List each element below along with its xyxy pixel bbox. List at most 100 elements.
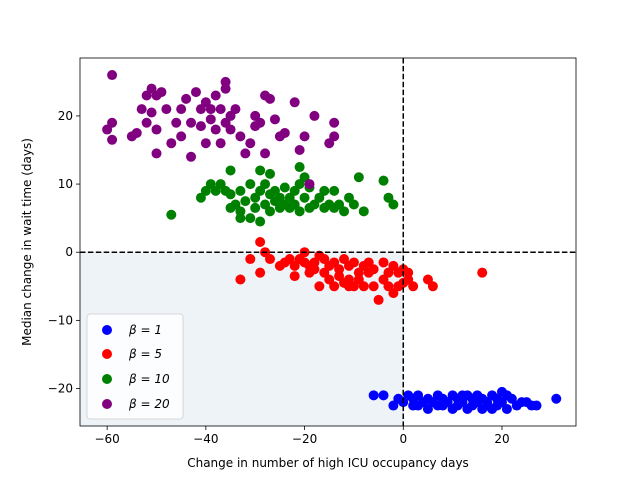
y-axis-label: Median change in wait time (days) — [20, 138, 34, 346]
point-b20-56 — [329, 117, 340, 128]
point-b10-36 — [299, 192, 310, 203]
point-b10-20 — [260, 179, 271, 190]
point-b5-36 — [358, 281, 369, 292]
x-tick-label: −40 — [193, 432, 218, 446]
x-tick-label: 0 — [399, 432, 407, 446]
point-b20-25 — [195, 121, 206, 132]
point-b20-44 — [255, 117, 266, 128]
point-b10-56 — [235, 213, 246, 224]
point-b5-42 — [378, 257, 389, 268]
legend-label-beta-10: β = 10 — [128, 372, 170, 386]
point-b10-48 — [339, 206, 350, 217]
x-axis-ticks: −60 −40 −20 0 20 — [94, 426, 510, 446]
point-b20-39 — [235, 131, 246, 142]
point-b10-45 — [329, 185, 340, 196]
point-b10-13 — [245, 213, 256, 224]
point-b5-18 — [314, 281, 325, 292]
point-b5-10 — [289, 271, 300, 282]
point-b5-39 — [368, 264, 379, 275]
y-tick-label: 20 — [58, 109, 73, 123]
point-b5-1 — [245, 254, 256, 265]
point-b5-0 — [235, 274, 246, 285]
point-b1-48 — [437, 400, 448, 411]
point-b20-13 — [151, 148, 162, 159]
point-b20-30 — [210, 90, 221, 101]
point-b10-0 — [166, 209, 177, 220]
point-b20-22 — [186, 117, 197, 128]
point-b20-58 — [304, 179, 315, 190]
point-b20-31 — [210, 124, 221, 135]
point-b20-23 — [190, 87, 201, 98]
point-b10-57 — [294, 162, 305, 173]
point-b20-53 — [299, 131, 310, 142]
point-b5-56 — [427, 281, 438, 292]
legend-marker-beta-20 — [102, 399, 112, 409]
point-b20-57 — [329, 131, 340, 142]
point-b5-41 — [373, 294, 384, 305]
point-b5-3 — [255, 267, 266, 278]
point-b10-51 — [353, 172, 364, 183]
point-b20-50 — [279, 127, 290, 138]
x-tick-label: −60 — [94, 432, 119, 446]
point-b20-14 — [156, 87, 167, 98]
point-b10-50 — [348, 199, 359, 210]
y-tick-label: 10 — [58, 177, 73, 191]
point-b5-54 — [408, 281, 419, 292]
point-b20-47 — [265, 93, 276, 104]
point-b20-17 — [171, 117, 182, 128]
point-b20-32 — [215, 104, 226, 115]
point-b1-47 — [413, 400, 424, 411]
point-b10-11 — [235, 185, 246, 196]
point-b20-46 — [260, 148, 271, 159]
point-b5-57 — [477, 267, 488, 278]
point-b20-2 — [107, 117, 118, 128]
point-b10-55 — [388, 199, 399, 210]
legend-label-beta-1: β = 1 — [128, 323, 162, 337]
point-b10-53 — [378, 175, 389, 186]
plot-frame — [79, 57, 577, 427]
point-b10-59 — [255, 216, 266, 227]
point-b1-49 — [457, 390, 468, 401]
point-b5-58 — [299, 257, 310, 268]
point-b5-24 — [329, 281, 340, 292]
point-b10-14 — [245, 179, 256, 190]
point-b10-23 — [265, 168, 276, 179]
point-b5-31 — [348, 257, 359, 268]
point-b5-2 — [255, 237, 266, 247]
point-b1-39 — [501, 403, 512, 414]
point-b20-15 — [161, 104, 172, 115]
point-b20-51 — [289, 97, 300, 108]
point-b1-45 — [531, 400, 542, 411]
point-b10-35 — [294, 206, 305, 217]
point-b20-33 — [215, 138, 226, 149]
point-b20-52 — [294, 145, 305, 155]
legend-label-beta-20: β = 20 — [128, 397, 170, 411]
data-points — [102, 70, 562, 414]
x-tick-label: 20 — [494, 432, 509, 446]
legend-marker-beta-5 — [102, 349, 112, 359]
point-b1-0 — [368, 390, 379, 401]
x-axis-label: Change in number of high ICU occupancy d… — [187, 456, 469, 470]
y-tick-label: 0 — [65, 245, 73, 259]
point-b10-52 — [358, 206, 369, 217]
point-b10-58 — [225, 165, 236, 176]
point-b20-27 — [200, 138, 211, 149]
point-b20-10 — [146, 107, 157, 118]
point-b10-12 — [240, 196, 251, 207]
point-b1-1 — [378, 390, 389, 401]
point-b20-59 — [220, 76, 231, 87]
point-b20-28 — [205, 104, 216, 115]
y-tick-label: −20 — [48, 382, 73, 396]
y-tick-label: −10 — [48, 313, 73, 327]
point-b10-16 — [250, 202, 261, 213]
point-b10-7 — [225, 189, 236, 200]
point-b20-40 — [240, 148, 251, 159]
point-b5-16 — [309, 264, 320, 275]
point-b20-3 — [107, 134, 118, 145]
point-b20-38 — [230, 104, 241, 115]
point-b20-12 — [151, 124, 162, 135]
point-b20-8 — [141, 117, 152, 128]
point-b10-21 — [265, 206, 276, 217]
legend: β = 1 β = 5 β = 10 β = 20 — [86, 313, 184, 420]
point-b10-18 — [255, 165, 266, 176]
